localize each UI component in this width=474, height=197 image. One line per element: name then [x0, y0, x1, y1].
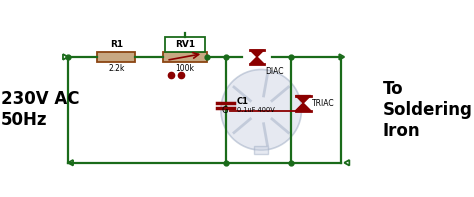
- Text: RV1: RV1: [175, 40, 195, 48]
- Text: 230V AC
50Hz: 230V AC 50Hz: [1, 90, 80, 129]
- Text: 0.1uF 400V: 0.1uF 400V: [237, 107, 274, 113]
- Polygon shape: [250, 57, 264, 64]
- Text: C1: C1: [237, 97, 249, 106]
- Circle shape: [221, 70, 301, 150]
- Text: 2.2k: 2.2k: [108, 64, 125, 73]
- Text: TRIAC: TRIAC: [312, 99, 335, 108]
- Text: 100k: 100k: [175, 64, 194, 73]
- Text: R1: R1: [110, 40, 123, 48]
- Text: DIAC: DIAC: [265, 67, 284, 76]
- Text: G: G: [222, 106, 228, 115]
- Polygon shape: [296, 96, 311, 103]
- FancyBboxPatch shape: [163, 52, 207, 62]
- Text: To
Soldering
Iron: To Soldering Iron: [383, 80, 473, 140]
- FancyBboxPatch shape: [164, 37, 205, 52]
- Polygon shape: [296, 103, 311, 111]
- Polygon shape: [250, 50, 264, 57]
- FancyBboxPatch shape: [255, 146, 268, 154]
- FancyBboxPatch shape: [97, 52, 135, 62]
